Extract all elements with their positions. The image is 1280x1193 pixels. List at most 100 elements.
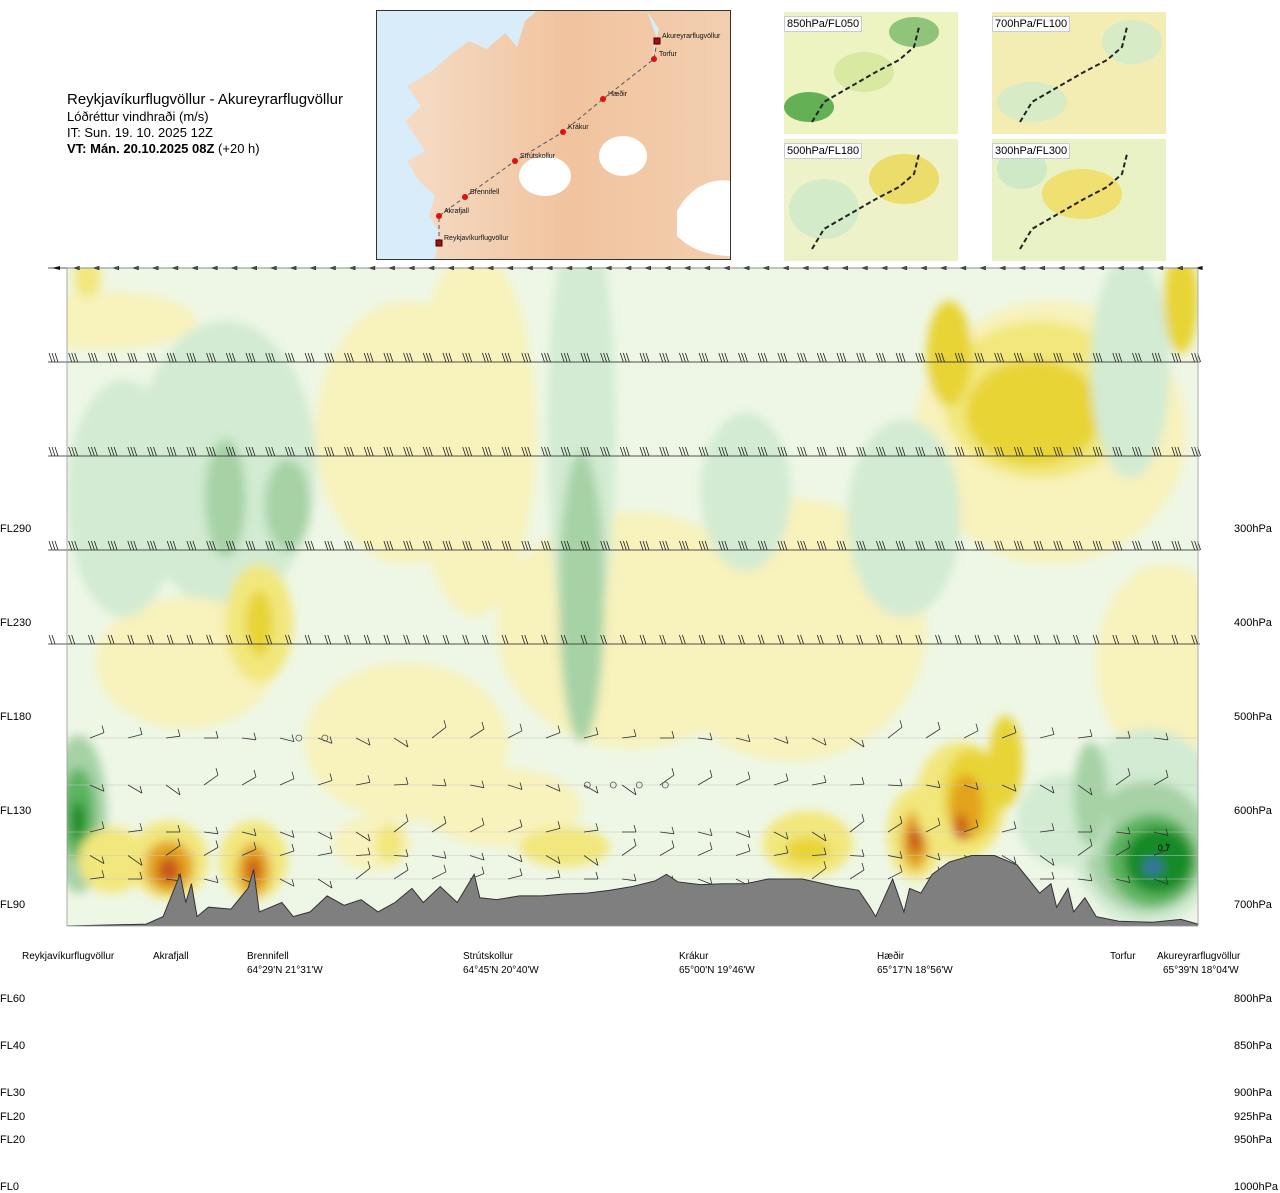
wind-barb-low-tick (139, 823, 143, 831)
location-name: Reykjavíkurflugvöllur (22, 951, 115, 962)
wind-barb (271, 446, 276, 457)
wind-barb-low (849, 869, 865, 880)
thumb-700hpa[interactable]: 700hPa/FL100 (992, 12, 1166, 134)
wind-barb-low (583, 734, 599, 739)
thumb-300hpa[interactable]: 300hPa/FL300 (992, 139, 1166, 261)
thumb-500hpa[interactable]: 500hPa/FL180 (784, 139, 958, 261)
wind-barb (704, 446, 709, 457)
wind-region-max-down (1142, 858, 1163, 875)
wind-barb (738, 446, 742, 457)
wind-barb (327, 352, 332, 363)
wind-barb (1115, 352, 1120, 363)
wind-barb (465, 634, 470, 645)
wind-barb-low-tick (215, 840, 219, 848)
wind-region-weak-up (375, 824, 403, 864)
wind-barb (679, 446, 683, 457)
wind-barb (462, 352, 467, 363)
wind-barb (974, 446, 979, 457)
thumb-label: 300hPa/FL300 (992, 143, 1071, 159)
wind-barb-low (279, 850, 295, 856)
pressure-label: 700hPa (1234, 899, 1272, 911)
flight-level-label: FL130 (0, 805, 32, 817)
wind-barb (1059, 540, 1064, 551)
wind-barb (757, 352, 762, 363)
wind-barb-low-tick (1165, 842, 1169, 850)
airport-marker (435, 239, 443, 247)
wind-barb (738, 634, 742, 645)
wind-barb (1000, 446, 1004, 457)
wind-barb (879, 634, 883, 645)
wind-barb (1095, 634, 1100, 645)
wind-barb-low-tick (519, 782, 523, 790)
wind-barb (915, 352, 920, 363)
wind-barb (344, 352, 348, 363)
wind-barb (1033, 352, 1038, 363)
wind-barb (406, 446, 410, 457)
wind-barb-low-tick (1051, 785, 1055, 794)
wind-barb (682, 352, 686, 363)
wind-barb (882, 540, 886, 551)
wind-barb (797, 446, 801, 457)
wind-barb-low-tick (367, 738, 371, 746)
location-coordinates: 65°00'N 19°46'W (679, 965, 755, 976)
wind-barb (169, 446, 174, 457)
wind-barb (921, 352, 926, 363)
wind-barb (901, 446, 906, 457)
wind-barb (797, 634, 801, 645)
overview-map-svg: Akureyrarflugvöllur Torfur Hæðir Krákur Strú… (405, 11, 730, 259)
wind-barb (1171, 446, 1176, 457)
wind-barb (327, 540, 332, 551)
wind-barb-low (507, 784, 523, 790)
pressure-label: 500hPa (1234, 711, 1272, 723)
wind-barb (409, 446, 413, 457)
wind-barb (189, 446, 194, 457)
wind-barb (442, 352, 447, 363)
wind-barb (600, 352, 604, 363)
wind-barb (1053, 540, 1058, 551)
wind-barb-low-tick (595, 727, 599, 735)
flight-level-label: FL230 (0, 617, 32, 629)
wind-barb-low (1039, 784, 1055, 794)
wind-barb (760, 352, 765, 363)
wind-barb-low-tick (1051, 858, 1055, 866)
wind-barb (51, 446, 56, 457)
wind-barb (504, 352, 509, 363)
wind-barb-low-tick (937, 817, 941, 825)
wind-barb (88, 446, 92, 457)
wind-barb-low (203, 774, 219, 786)
wind-barb (685, 540, 689, 551)
wind-barb (560, 634, 565, 645)
thumb-850hpa[interactable]: 850hPa/FL050 (784, 12, 958, 134)
wind-barb-low-tick (633, 838, 637, 846)
wind-barb (639, 634, 644, 645)
wind-barb (645, 540, 650, 551)
wind-barb (248, 352, 253, 363)
wind-barb (741, 634, 745, 645)
wind-barb (245, 634, 250, 645)
wind-barb (369, 540, 374, 551)
calm-circle (609, 781, 617, 789)
thumb-850hpa-svg (784, 12, 958, 134)
calm-circle (583, 781, 591, 789)
wind-barb-low-tick (443, 778, 447, 787)
wind-barb (465, 540, 470, 551)
wind-barb-low-tick (975, 782, 979, 790)
wind-barb-low-tick (633, 873, 637, 881)
wind-barb (685, 352, 689, 363)
wind-barb-low (811, 737, 827, 746)
wind-region-very-strong-up (157, 856, 181, 884)
wind-barb (228, 446, 233, 457)
wind-barb (822, 352, 827, 363)
wind-barb (816, 540, 821, 551)
wind-barb (600, 634, 604, 645)
wind-barb-low (1039, 829, 1055, 833)
glacier-langjokull (519, 156, 571, 196)
wind-barb-low (317, 780, 333, 786)
wind-barb (330, 540, 335, 551)
wind-barb-low (1153, 878, 1169, 885)
wind-barb (760, 540, 765, 551)
wind-barb (206, 634, 210, 645)
location-name: Akrafjall (153, 951, 189, 962)
wind-barb-low (621, 845, 637, 856)
wind-barb (366, 540, 371, 551)
